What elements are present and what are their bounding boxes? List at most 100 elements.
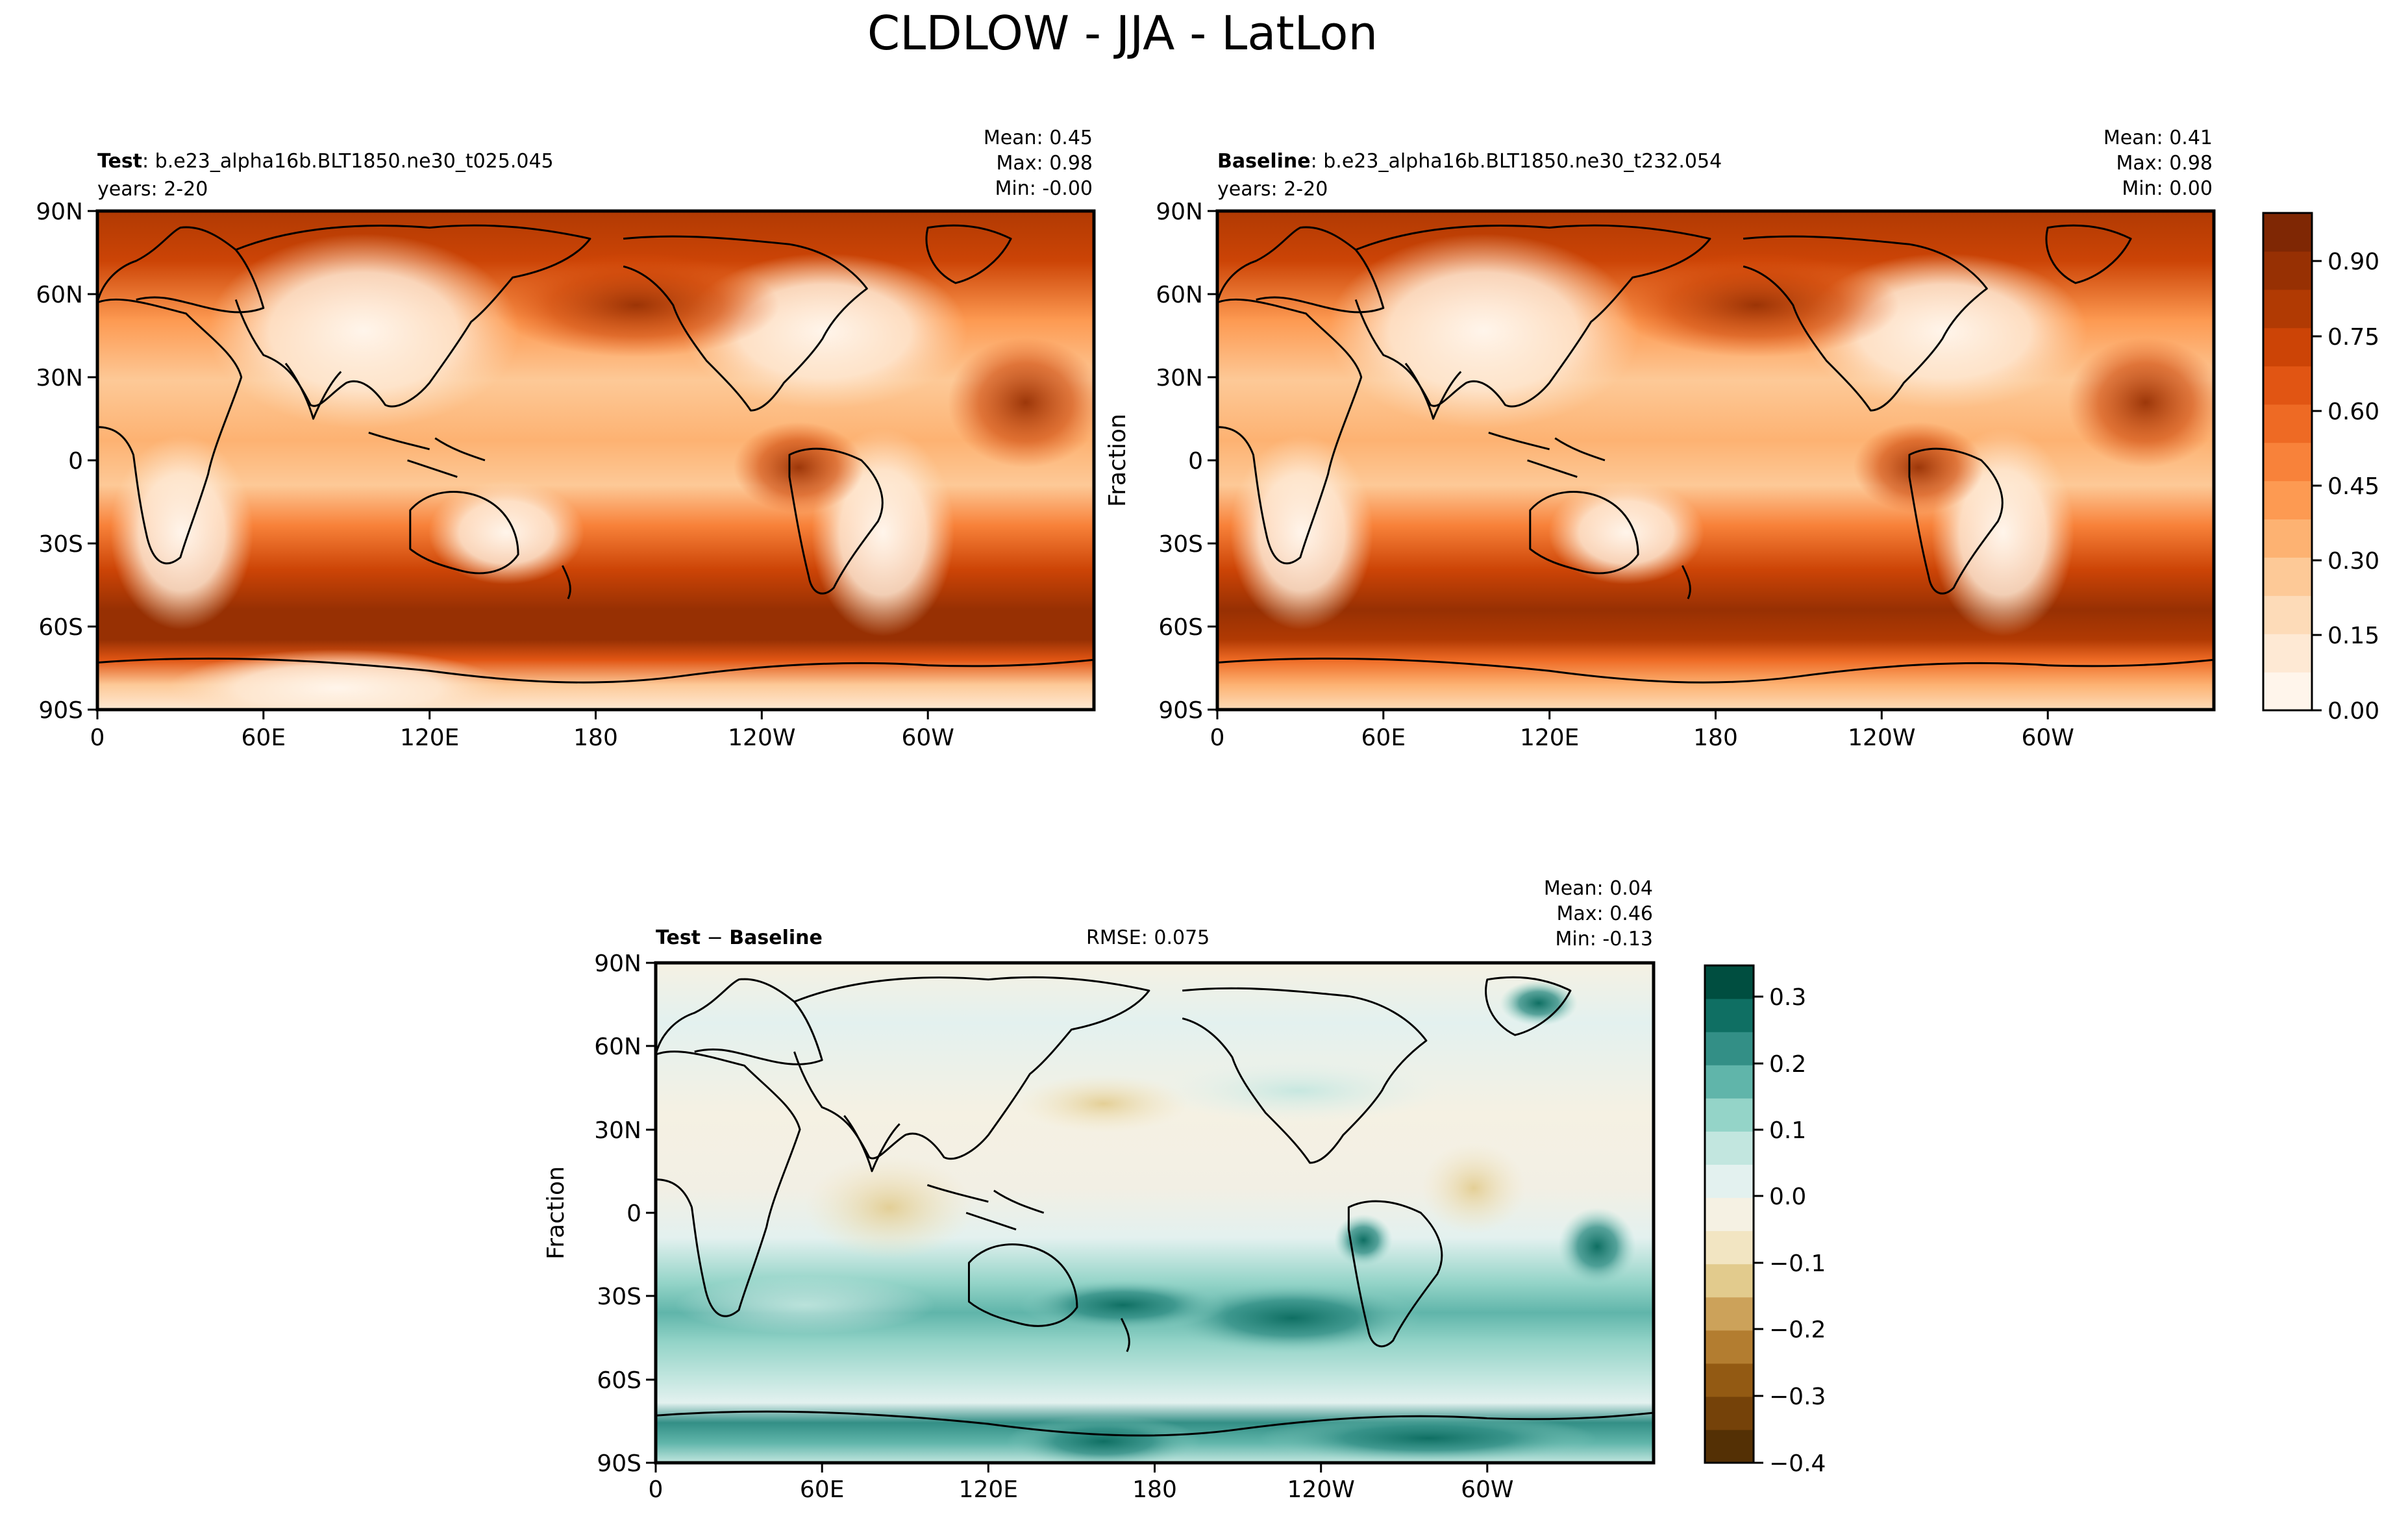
diff-colorbar-tick-label: −0.4 <box>1769 1450 1826 1477</box>
diff-colorbar-tick-label: 0.3 <box>1769 984 1806 1011</box>
baseline-lat-tick-label: 90S <box>1158 697 1203 724</box>
diff-colorbar-tick-label: 0.0 <box>1769 1184 1806 1210</box>
main-colorbar-swatch <box>2263 213 2312 252</box>
diff-lat-tick-label: 30N <box>594 1117 641 1144</box>
diff-colorbar: 0.3 0.2 0.1 0.0 −0.1 −0.2 −0.3 −0.4 <box>1704 964 1826 1477</box>
test-lat-tick-label: 60S <box>38 614 83 641</box>
baseline-lon-tick-label: 180 <box>1693 725 1738 751</box>
baseline-map-field <box>1217 211 2214 710</box>
diff-colorbar-swatch <box>1705 1098 1754 1132</box>
diff-colorbar-swatch <box>1705 965 1754 999</box>
diff-colorbar-tick-label: 0.2 <box>1769 1051 1806 1078</box>
baseline-stat-mean: Mean: 0.41 <box>2104 127 2213 149</box>
baseline-lon-tick-label: 60W <box>2021 725 2074 751</box>
test-stat-mean: Mean: 0.45 <box>984 127 1093 149</box>
test-stat-min: Min: -0.00 <box>995 177 1093 200</box>
main-colorbar-tick-label: 0.00 <box>2327 698 2379 725</box>
diff-lat-tick-label: 90S <box>597 1450 641 1477</box>
main-colorbar-swatch <box>2263 366 2312 405</box>
diff-stat-min: Min: -0.13 <box>1556 928 1654 951</box>
diff-lat-tick-label: 60N <box>594 1034 641 1060</box>
diff-colorbar-swatch <box>1705 1297 1754 1331</box>
test-map-field <box>97 211 1094 710</box>
diff-colorbar-swatch <box>1705 999 1754 1032</box>
diff-stat-mean: Mean: 0.04 <box>1544 877 1653 900</box>
diff-map-field <box>656 963 1654 1463</box>
diff-colorbar-swatch <box>1705 1131 1754 1165</box>
diff-lat-tick-label: 30S <box>597 1284 641 1310</box>
main-colorbar: 0.00 0.15 0.30 0.45 0.60 0.75 0.90 <box>2262 212 2379 725</box>
baseline-lat-ticks: 90N 60N 30N 0 30S 60S 90S <box>1156 199 1217 724</box>
diff-panel: Test − Baseline RMSE: 0.075 Mean: 0.04 M… <box>543 877 1656 1503</box>
diff-lon-tick-label: 0 <box>649 1476 664 1503</box>
baseline-ylabel: Fraction <box>1104 414 1131 507</box>
main-colorbar-swatch <box>2263 595 2312 634</box>
test-label-bold: Test <box>97 150 142 173</box>
diff-colorbar-swatches <box>1705 965 1754 1463</box>
baseline-lat-tick-label: 60S <box>1158 614 1203 641</box>
diff-label-test: Test <box>656 926 701 949</box>
main-colorbar-swatch <box>2263 327 2312 367</box>
diff-colorbar-swatch <box>1705 1065 1754 1099</box>
baseline-years: years: 2-20 <box>1217 178 1328 201</box>
test-lon-tick-label: 60W <box>901 725 954 751</box>
diff-lat-ticks: 90N 60N 30N 0 30S 60S 90S <box>594 951 656 1477</box>
svg-text:Test − Baseline: Test − Baseline <box>656 926 823 949</box>
svg-text:Test: b.e23_alpha16b.BLT1850.n: Test: b.e23_alpha16b.BLT1850.ne30_t025.0… <box>97 150 554 173</box>
main-colorbar-swatch <box>2263 480 2312 519</box>
test-label-rest: : b.e23_alpha16b.BLT1850.ne30_t025.045 <box>142 150 554 173</box>
test-panel: Test: b.e23_alpha16b.BLT1850.ne30_t025.0… <box>36 127 1096 751</box>
main-colorbar-swatch <box>2263 557 2312 596</box>
main-colorbar-swatch <box>2263 442 2312 482</box>
test-lon-tick-label: 0 <box>90 725 105 751</box>
svg-text:Baseline: b.e23_alpha16b.BLT18: Baseline: b.e23_alpha16b.BLT1850.ne30_t2… <box>1217 150 1722 173</box>
test-lat-tick-label: 30S <box>38 531 83 558</box>
diff-colorbar-swatch <box>1705 1197 1754 1232</box>
diff-colorbar-tick-label: −0.3 <box>1769 1384 1826 1410</box>
baseline-stat-max: Max: 0.98 <box>2116 152 2213 175</box>
test-lat-tick-label: 30N <box>36 365 83 392</box>
main-colorbar-swatch <box>2263 672 2312 711</box>
test-lon-tick-label: 120E <box>400 725 459 751</box>
diff-lon-tick-label: 180 <box>1132 1476 1177 1503</box>
baseline-lon-tick-label: 120E <box>1520 725 1579 751</box>
main-colorbar-tick-label: 0.90 <box>2327 249 2379 275</box>
main-colorbar-swatches <box>2263 213 2312 711</box>
diff-lon-tick-label: 120E <box>959 1476 1018 1503</box>
test-lat-tick-label: 0 <box>68 448 83 475</box>
diff-colorbar-swatch <box>1705 1263 1754 1298</box>
test-stat-max: Max: 0.98 <box>997 152 1093 175</box>
diff-label-minus: − <box>701 926 729 949</box>
baseline-lat-tick-label: 30S <box>1158 531 1203 558</box>
diff-lat-tick-label: 0 <box>627 1200 641 1227</box>
main-colorbar-tick-label: 0.75 <box>2327 324 2379 351</box>
diff-ylabel: Fraction <box>543 1166 569 1260</box>
diff-colorbar-swatch <box>1705 1396 1754 1430</box>
main-colorbar-tick-label: 0.15 <box>2327 623 2379 649</box>
test-lat-tick-label: 90N <box>36 199 83 225</box>
diff-colorbar-swatch <box>1705 1330 1754 1364</box>
test-lon-tick-label: 120W <box>728 725 795 751</box>
figure-title: CLDLOW - JJA - LatLon <box>867 6 1378 60</box>
test-lat-tick-label: 90S <box>38 697 83 724</box>
diff-lon-tick-label: 120W <box>1287 1476 1355 1503</box>
baseline-lat-tick-label: 60N <box>1156 282 1203 308</box>
main-colorbar-swatch <box>2263 289 2312 329</box>
main-colorbar-tick-label: 0.30 <box>2327 548 2379 575</box>
test-lon-ticks: 0 60E 120E 180 120W 60W <box>90 710 954 751</box>
baseline-label-rest: : b.e23_alpha16b.BLT1850.ne30_t232.054 <box>1311 150 1722 173</box>
baseline-stat-min: Min: 0.00 <box>2122 177 2213 200</box>
baseline-panel: Baseline: b.e23_alpha16b.BLT1850.ne30_t2… <box>1104 127 2216 751</box>
diff-stat-max: Max: 0.46 <box>1557 902 1653 925</box>
diff-colorbar-swatch <box>1705 1164 1754 1199</box>
diff-colorbar-swatch <box>1705 1032 1754 1065</box>
test-lon-tick-label: 180 <box>573 725 618 751</box>
main-colorbar-tick-label: 0.45 <box>2327 473 2379 500</box>
baseline-lat-tick-label: 0 <box>1188 448 1203 475</box>
diff-rmse: RMSE: 0.075 <box>1086 926 1210 949</box>
diff-lat-tick-label: 90N <box>594 951 641 977</box>
main-colorbar-frame <box>2262 212 2313 712</box>
diff-lat-tick-label: 60S <box>597 1367 641 1394</box>
